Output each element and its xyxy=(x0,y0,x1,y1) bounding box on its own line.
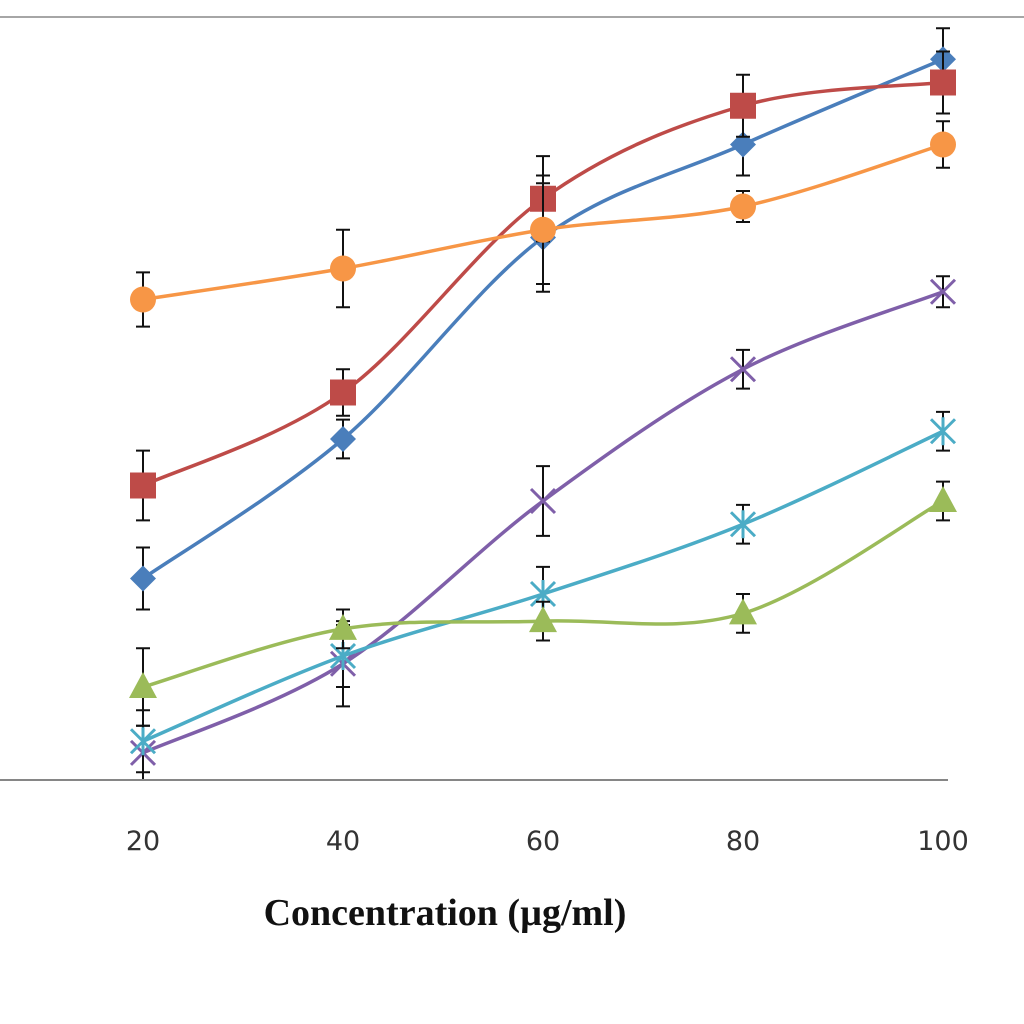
square-marker xyxy=(330,379,356,406)
data-point xyxy=(129,727,157,756)
data-point xyxy=(330,379,356,406)
triangle-marker xyxy=(129,672,157,698)
square-marker xyxy=(130,472,156,499)
circle-marker xyxy=(730,193,756,220)
x-marker xyxy=(929,278,957,305)
data-point xyxy=(930,131,956,158)
data-point xyxy=(730,131,756,158)
x-marker xyxy=(529,487,557,515)
star-marker xyxy=(729,510,757,539)
data-point xyxy=(130,565,156,592)
x-tick-label: 80 xyxy=(726,826,760,857)
series-4 xyxy=(129,275,957,781)
data-point xyxy=(529,487,557,515)
square-marker xyxy=(930,69,956,96)
x-tick-label: 20 xyxy=(126,826,160,857)
diamond-marker xyxy=(330,426,356,452)
data-point xyxy=(730,193,756,220)
triangle-marker xyxy=(929,486,957,512)
data-point xyxy=(729,598,757,625)
series-3 xyxy=(130,120,956,328)
data-point xyxy=(329,613,357,640)
data-point xyxy=(130,286,156,313)
circle-marker xyxy=(530,216,556,243)
x-tick-label: 40 xyxy=(326,826,360,857)
data-point xyxy=(529,606,557,633)
data-point xyxy=(729,510,757,539)
circle-marker xyxy=(930,131,956,158)
circle-marker xyxy=(130,286,156,313)
square-marker xyxy=(730,92,756,119)
data-point xyxy=(929,486,957,512)
star-marker xyxy=(929,417,957,446)
diamond-marker xyxy=(130,565,156,592)
data-point xyxy=(130,472,156,499)
plot-area xyxy=(129,27,957,781)
triangle-marker xyxy=(329,613,357,640)
series-6 xyxy=(129,480,957,727)
star-marker xyxy=(129,727,157,756)
data-point xyxy=(530,216,556,243)
triangle-marker xyxy=(529,606,557,633)
data-point xyxy=(730,92,756,119)
data-point xyxy=(930,69,956,96)
circle-marker xyxy=(330,255,356,282)
data-point xyxy=(929,278,957,305)
data-point xyxy=(330,426,356,452)
triangle-marker xyxy=(729,598,757,625)
data-point xyxy=(129,672,157,698)
x-marker xyxy=(729,356,757,383)
data-point xyxy=(729,356,757,383)
diamond-marker xyxy=(730,131,756,158)
x-tick-label: 60 xyxy=(526,826,560,857)
data-point xyxy=(330,255,356,282)
x-axis-title: Concentration (µg/ml) xyxy=(264,892,627,934)
x-tick-labels: 20 40 60 80 100 xyxy=(126,826,969,857)
data-point xyxy=(929,417,957,446)
x-tick-label: 100 xyxy=(917,826,969,857)
